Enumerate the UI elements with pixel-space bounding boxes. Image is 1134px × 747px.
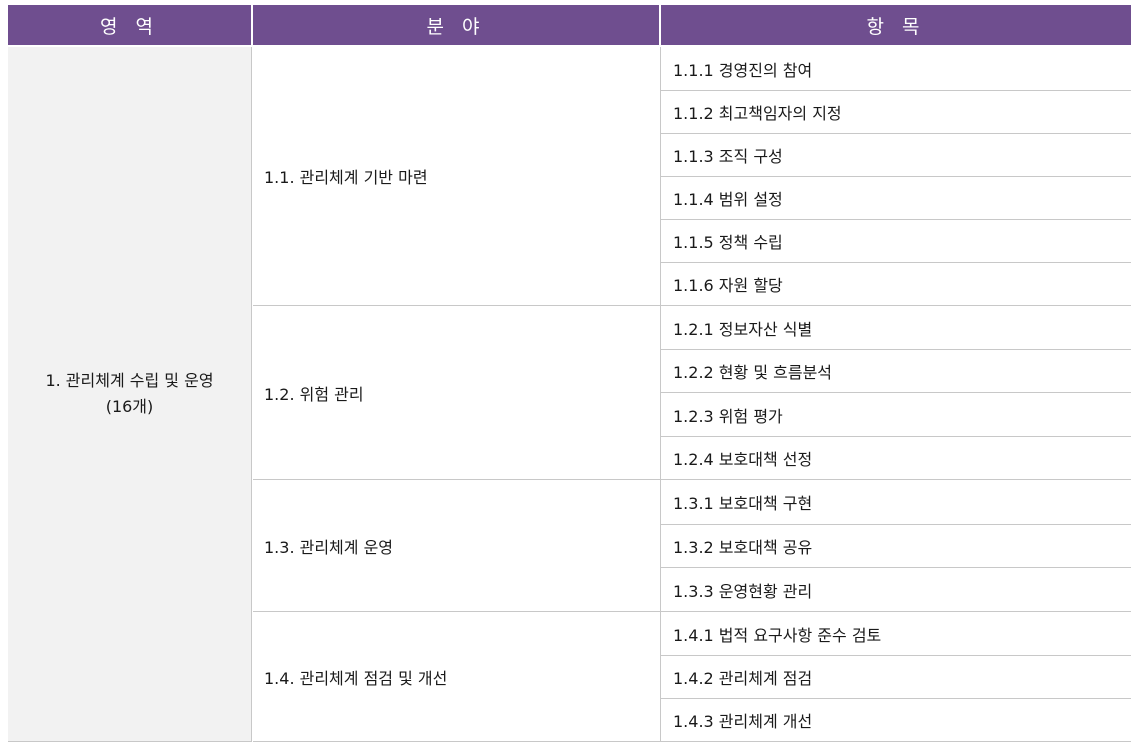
item-cell: 1.2.4 보호대책 선정 xyxy=(661,437,1131,480)
field-cell: 1.3. 관리체계 운영 xyxy=(253,480,661,612)
item-cell: 1.3.1 보호대책 구현 xyxy=(661,480,1131,525)
field-cell: 1.2. 위험 관리 xyxy=(253,306,661,480)
item-cell: 1.1.5 정책 수립 xyxy=(661,220,1131,263)
item-cell: 1.1.1 경영진의 참여 xyxy=(661,47,1131,91)
header-field: 분 야 xyxy=(253,5,659,45)
area-cell: 1. 관리체계 수립 및 운영 (16개) xyxy=(8,47,252,742)
item-cell: 1.3.3 운영현황 관리 xyxy=(661,568,1131,612)
item-cell: 1.2.3 위험 평가 xyxy=(661,393,1131,437)
item-cell: 1.4.2 관리체계 점검 xyxy=(661,656,1131,699)
field-cell: 1.1. 관리체계 기반 마련 xyxy=(253,47,661,306)
item-cell: 1.2.1 정보자산 식별 xyxy=(661,306,1131,350)
area-label-line2: (16개) xyxy=(105,397,154,416)
item-cell: 1.1.2 최고책임자의 지정 xyxy=(661,91,1131,134)
area-label: 1. 관리체계 수립 및 운영 (16개) xyxy=(45,368,213,420)
item-cell: 1.2.2 현황 및 흐름분석 xyxy=(661,350,1131,393)
item-cell: 1.4.3 관리체계 개선 xyxy=(661,699,1131,742)
item-cell: 1.3.2 보호대책 공유 xyxy=(661,525,1131,568)
control-items-table: 영 역 분 야 항 목 1. 관리체계 수립 및 운영 (16개) 1.1. 관… xyxy=(8,5,1131,744)
field-cell: 1.4. 관리체계 점검 및 개선 xyxy=(253,612,661,742)
area-label-line1: 1. 관리체계 수립 및 운영 xyxy=(45,371,214,390)
item-cell: 1.1.3 조직 구성 xyxy=(661,134,1131,177)
item-cell: 1.1.6 자원 할당 xyxy=(661,263,1131,306)
item-cell: 1.1.4 범위 설정 xyxy=(661,177,1131,220)
header-item: 항 목 xyxy=(661,5,1131,45)
item-cell: 1.4.1 법적 요구사항 준수 검토 xyxy=(661,612,1131,656)
header-area: 영 역 xyxy=(8,5,251,45)
